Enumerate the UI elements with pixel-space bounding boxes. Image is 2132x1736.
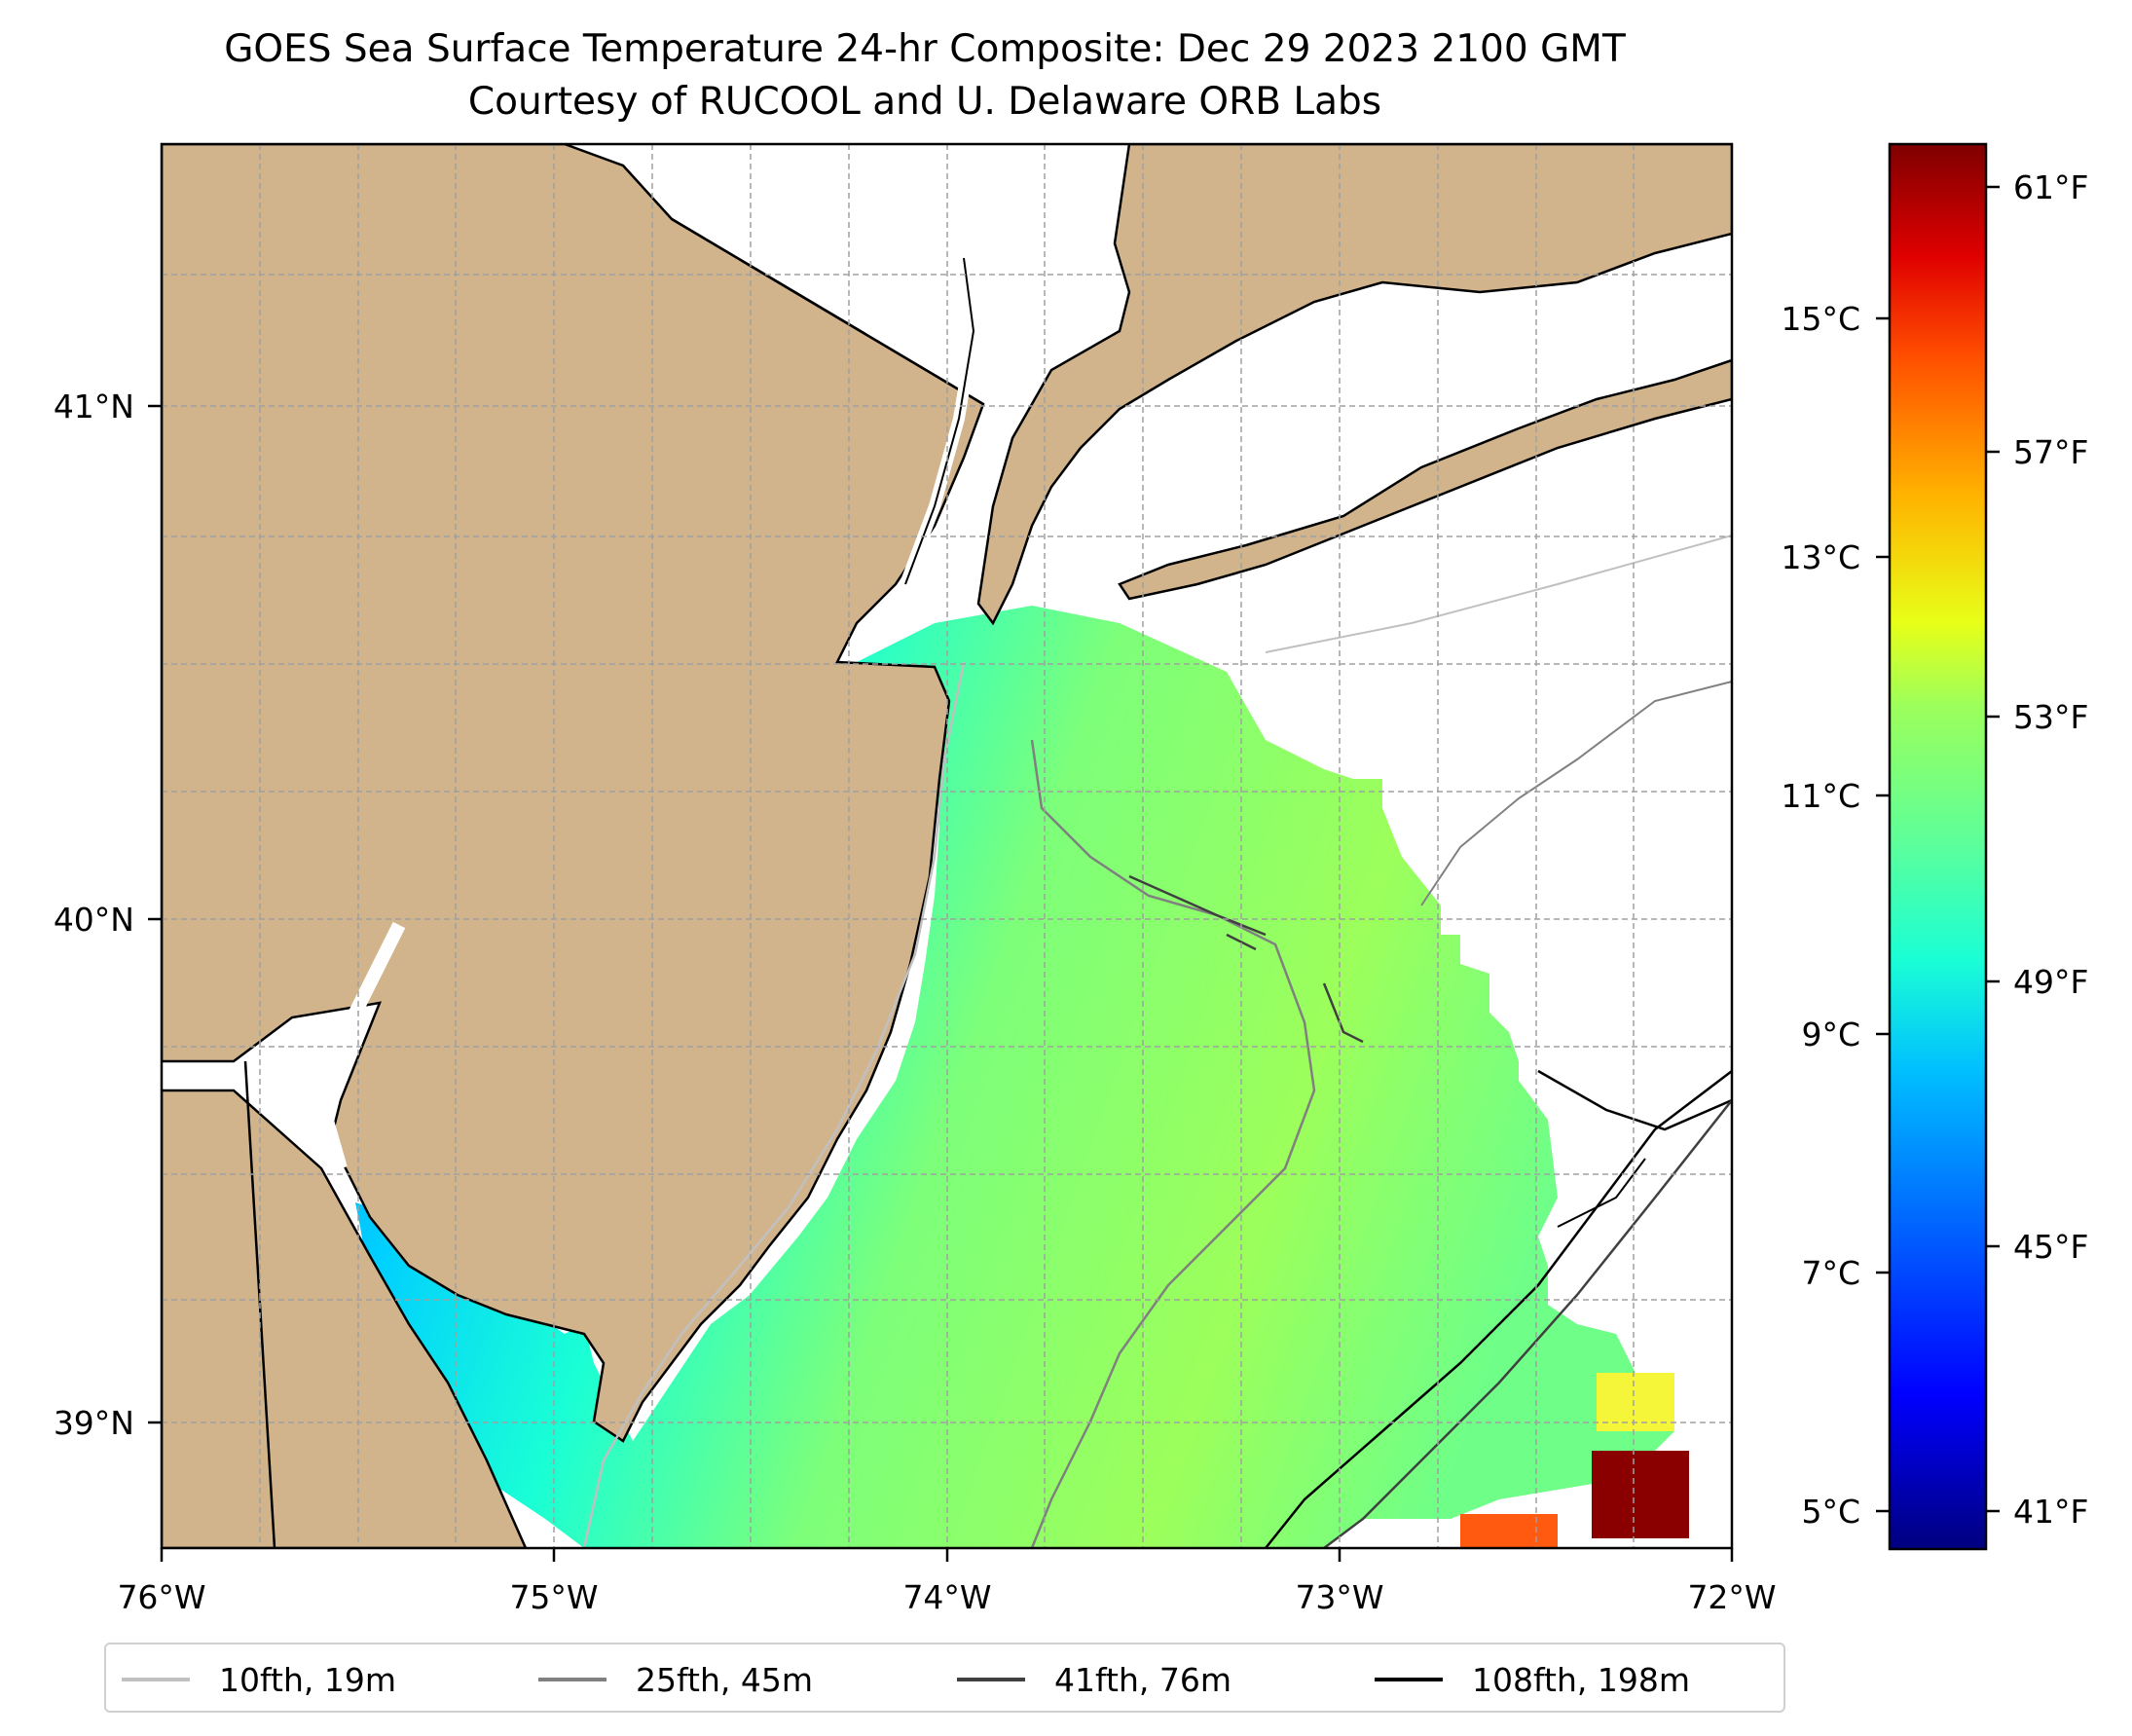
- legend-swatch: [1375, 1678, 1443, 1681]
- colorbar-celsius-label: 13°C: [1781, 538, 1860, 576]
- sst-field: [355, 606, 1674, 1548]
- colorbar-fahrenheit-label: 41°F: [2013, 1493, 2088, 1531]
- isobath-25fth-ne: [1420, 681, 1732, 906]
- isobath-10fth-li: [1265, 535, 1732, 653]
- state-border-ny-nj: [671, 217, 984, 406]
- legend-swatch: [538, 1678, 607, 1681]
- map-title: GOES Sea Surface Temperature 24-hr Compo…: [224, 27, 1626, 71]
- x-tick-label: 72°W: [1687, 1578, 1776, 1616]
- legend-label: 108fth, 198m: [1472, 1660, 1690, 1699]
- map-area: [162, 144, 1732, 1548]
- legend-swatch: [957, 1678, 1025, 1681]
- y-tick-label: 39°N: [54, 1404, 134, 1442]
- x-tick-label: 76°W: [117, 1578, 205, 1616]
- colorbar-celsius-ticks: [1876, 316, 1890, 1513]
- land-delaware: [162, 1089, 528, 1548]
- graticule: [162, 144, 1732, 1548]
- legend-entry-108fth: 108fth, 198m: [1375, 1644, 1690, 1715]
- legend-entry-41fth: 41fth, 76m: [957, 1644, 1231, 1715]
- colorbar-fahrenheit-label: 61°F: [2013, 168, 2088, 206]
- colorbar-fahrenheit-label: 53°F: [2013, 698, 2088, 736]
- land-new-york: [976, 144, 1732, 626]
- isobath-41fth-outer: [1323, 1099, 1732, 1548]
- isobath-10fth: [582, 661, 966, 1548]
- colorbar-celsius-label: 5°C: [1801, 1493, 1860, 1531]
- colorbar-celsius-label: 7°C: [1801, 1254, 1860, 1292]
- x-tick-label: 73°W: [1295, 1578, 1383, 1616]
- y-tick-label: 40°N: [54, 901, 134, 939]
- isobath-25fth: [1030, 739, 1316, 1548]
- sst-warm-patch-orange: [1460, 1514, 1558, 1548]
- coast-segment-east: [1537, 1069, 1732, 1131]
- legend-swatch: [122, 1678, 190, 1681]
- legend-entry-25fth: 25fth, 45m: [538, 1644, 813, 1715]
- isobath-41fth: [1128, 874, 1364, 1044]
- colorbar-fahrenheit-label: 57°F: [2013, 433, 2088, 471]
- sst-warm-patch-darkred: [1592, 1451, 1689, 1538]
- y-tick-label: 41°N: [54, 388, 134, 425]
- y-axis-ticks: [148, 404, 162, 1424]
- land-long-island: [1118, 358, 1732, 601]
- colorbar-fahrenheit-label: 45°F: [2013, 1228, 2088, 1266]
- x-tick-label: 75°W: [509, 1578, 598, 1616]
- legend-label: 25fth, 45m: [636, 1660, 813, 1699]
- x-tick-label: 74°W: [902, 1578, 991, 1616]
- colorbar-celsius-label: 9°C: [1801, 1016, 1860, 1053]
- delaware-river: [313, 921, 406, 1170]
- sst-warm-patch-yellow: [1597, 1373, 1674, 1431]
- coast-segment-se: [1557, 1158, 1646, 1228]
- isobath-legend: 10fth, 19m 25fth, 45m 41fth, 76m 108fth,…: [104, 1643, 1785, 1713]
- colorbar-fahrenheit-label: 49°F: [2013, 963, 2088, 1001]
- isobath-108fth: [1265, 1070, 1732, 1548]
- legend-entry-10fth: 10fth, 19m: [122, 1644, 396, 1715]
- map-subtitle: Courtesy of RUCOOL and U. Delaware ORB L…: [467, 80, 1382, 124]
- colorbar-celsius-label: 15°C: [1781, 300, 1860, 338]
- hudson-river-outline: [904, 257, 975, 585]
- colorbar-celsius-label: 11°C: [1781, 777, 1860, 815]
- x-axis-ticks: [160, 1548, 1734, 1562]
- colorbar-fahrenheit-ticks: [1986, 185, 2000, 1513]
- legend-label: 41fth, 76m: [1054, 1660, 1231, 1699]
- colorbar: [1888, 142, 1988, 1551]
- legend-label: 10fth, 19m: [219, 1660, 396, 1699]
